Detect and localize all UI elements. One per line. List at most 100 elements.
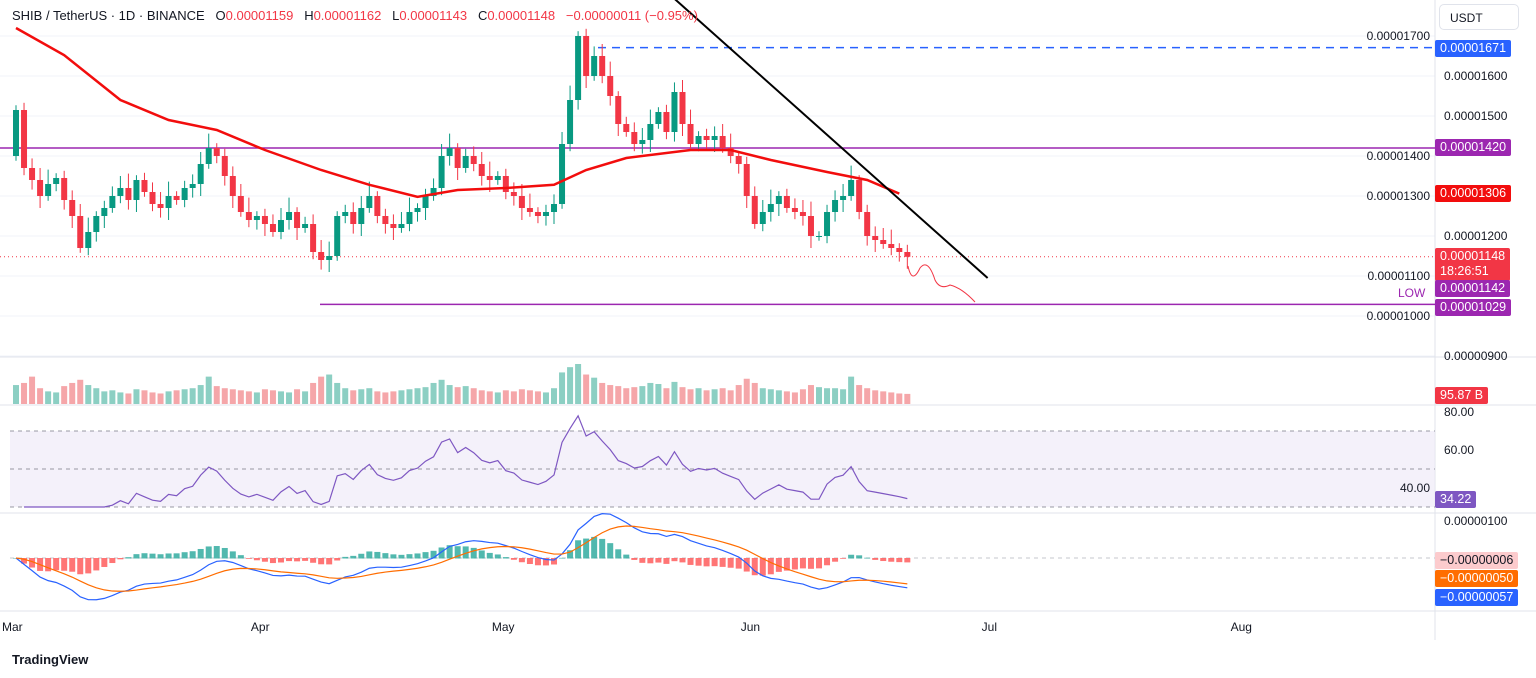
volume-bar [181,389,188,404]
macd-histogram-bar [631,558,638,560]
volume-bar [173,390,180,404]
candle-body [237,196,244,212]
macd-histogram-bar [374,551,381,559]
low-tag: 0.00001029 [1435,299,1512,316]
volume-tag: 95.87 B [1435,387,1489,404]
candle-body [69,200,76,216]
volume-bar [245,391,252,404]
volume-bar [269,390,276,404]
macd-histogram-bar [414,553,421,559]
volume-bar [157,393,164,404]
candle-body [599,56,606,76]
candle-body [872,236,879,240]
volume-bar [599,382,606,404]
candle-body [189,184,196,188]
time-tick: Aug [1230,620,1252,634]
candle-body [181,188,188,200]
volume-bar [221,388,228,404]
volume-bar [286,392,293,404]
macd-histogram-bar [888,558,895,562]
volume-bar [864,388,871,404]
volume-bar [237,390,244,404]
candle-body [864,212,871,236]
volume-bar [695,388,702,404]
high-label: H [304,8,314,23]
candle-body [430,188,437,196]
volume-bar [61,386,68,404]
symbol-header: SHIB / TetherUS · 1D · BINANCE O0.000011… [12,8,698,23]
candle-body [799,212,806,216]
candle-body [229,176,236,196]
macd-histogram-bar [213,546,220,559]
macd-histogram-bar [93,558,100,571]
macd-histogram-bar [807,558,814,569]
candle-body [398,224,405,228]
volume-bar [583,374,590,404]
candle-body [245,212,252,220]
candle-body [840,196,847,200]
candle-body [518,196,525,208]
symbol-title[interactable]: SHIB / TetherUS · 1D · BINANCE [12,8,205,23]
macd-histogram-bar [109,558,116,564]
macd-histogram-bar [896,558,903,563]
candle-body [534,212,541,216]
volume-bar [551,388,558,404]
price-tick: 0.00000900 [1444,349,1508,363]
candle-body [342,212,349,216]
volume-bar [294,389,301,404]
macd-histogram-bar [342,556,349,559]
macd-histogram-bar [840,558,847,559]
macd-histogram-bar [880,558,887,562]
macd-histogram-bar [261,558,268,562]
candle-body [414,208,421,212]
candle-body [462,156,469,168]
macd-histogram-bar [735,558,742,569]
macd-histogram-bar [334,558,341,561]
macd-histogram-bar [141,553,148,559]
candle-body [791,208,798,212]
candle-body [438,156,445,188]
candle-body [687,124,694,144]
macd-histogram-bar [286,558,293,562]
macd-histogram-bar [181,552,188,559]
volume-bar [125,393,132,404]
candle-body [775,196,782,204]
candle-body [334,216,341,256]
volume-bar [534,391,541,404]
candle-body [390,224,397,228]
macd-histogram-bar [623,554,630,559]
macd-histogram-bar [816,558,822,569]
price-tick: 0.00001000 [1367,309,1431,323]
macd-histogram-bar [133,554,140,559]
macd-histogram-bar [599,538,606,559]
macd-histogram-bar [326,558,333,565]
volume-bar [783,391,790,404]
candle-body [109,196,116,208]
tradingview-logo[interactable]: TradingView [12,652,89,667]
currency-button[interactable]: USDT [1439,4,1519,30]
macd-histogram-bar [719,558,726,567]
volume-bar [880,391,887,404]
macd-line-tag: −0.00000057 [1435,589,1519,606]
candle-body [759,212,766,224]
volume-bar [205,376,212,404]
macd-histogram-bar [197,548,204,559]
macd-histogram-bar [655,558,662,563]
macd-histogram-bar [559,557,566,559]
candle-body [551,204,558,212]
candle-body [350,212,357,224]
macd-histogram-bar [687,558,694,565]
price-tick: 0.00001400 [1367,149,1431,163]
candle-body [302,224,309,228]
volume-bar [559,372,566,404]
candle-body [671,92,678,132]
volume-bar [791,392,798,404]
macd-histogram-bar [205,546,212,559]
macd-histogram-bar [253,558,260,561]
volume-bar [141,390,148,404]
volume-bar [832,388,839,404]
volume-bar [687,389,694,404]
macd-histogram-bar [502,557,509,559]
